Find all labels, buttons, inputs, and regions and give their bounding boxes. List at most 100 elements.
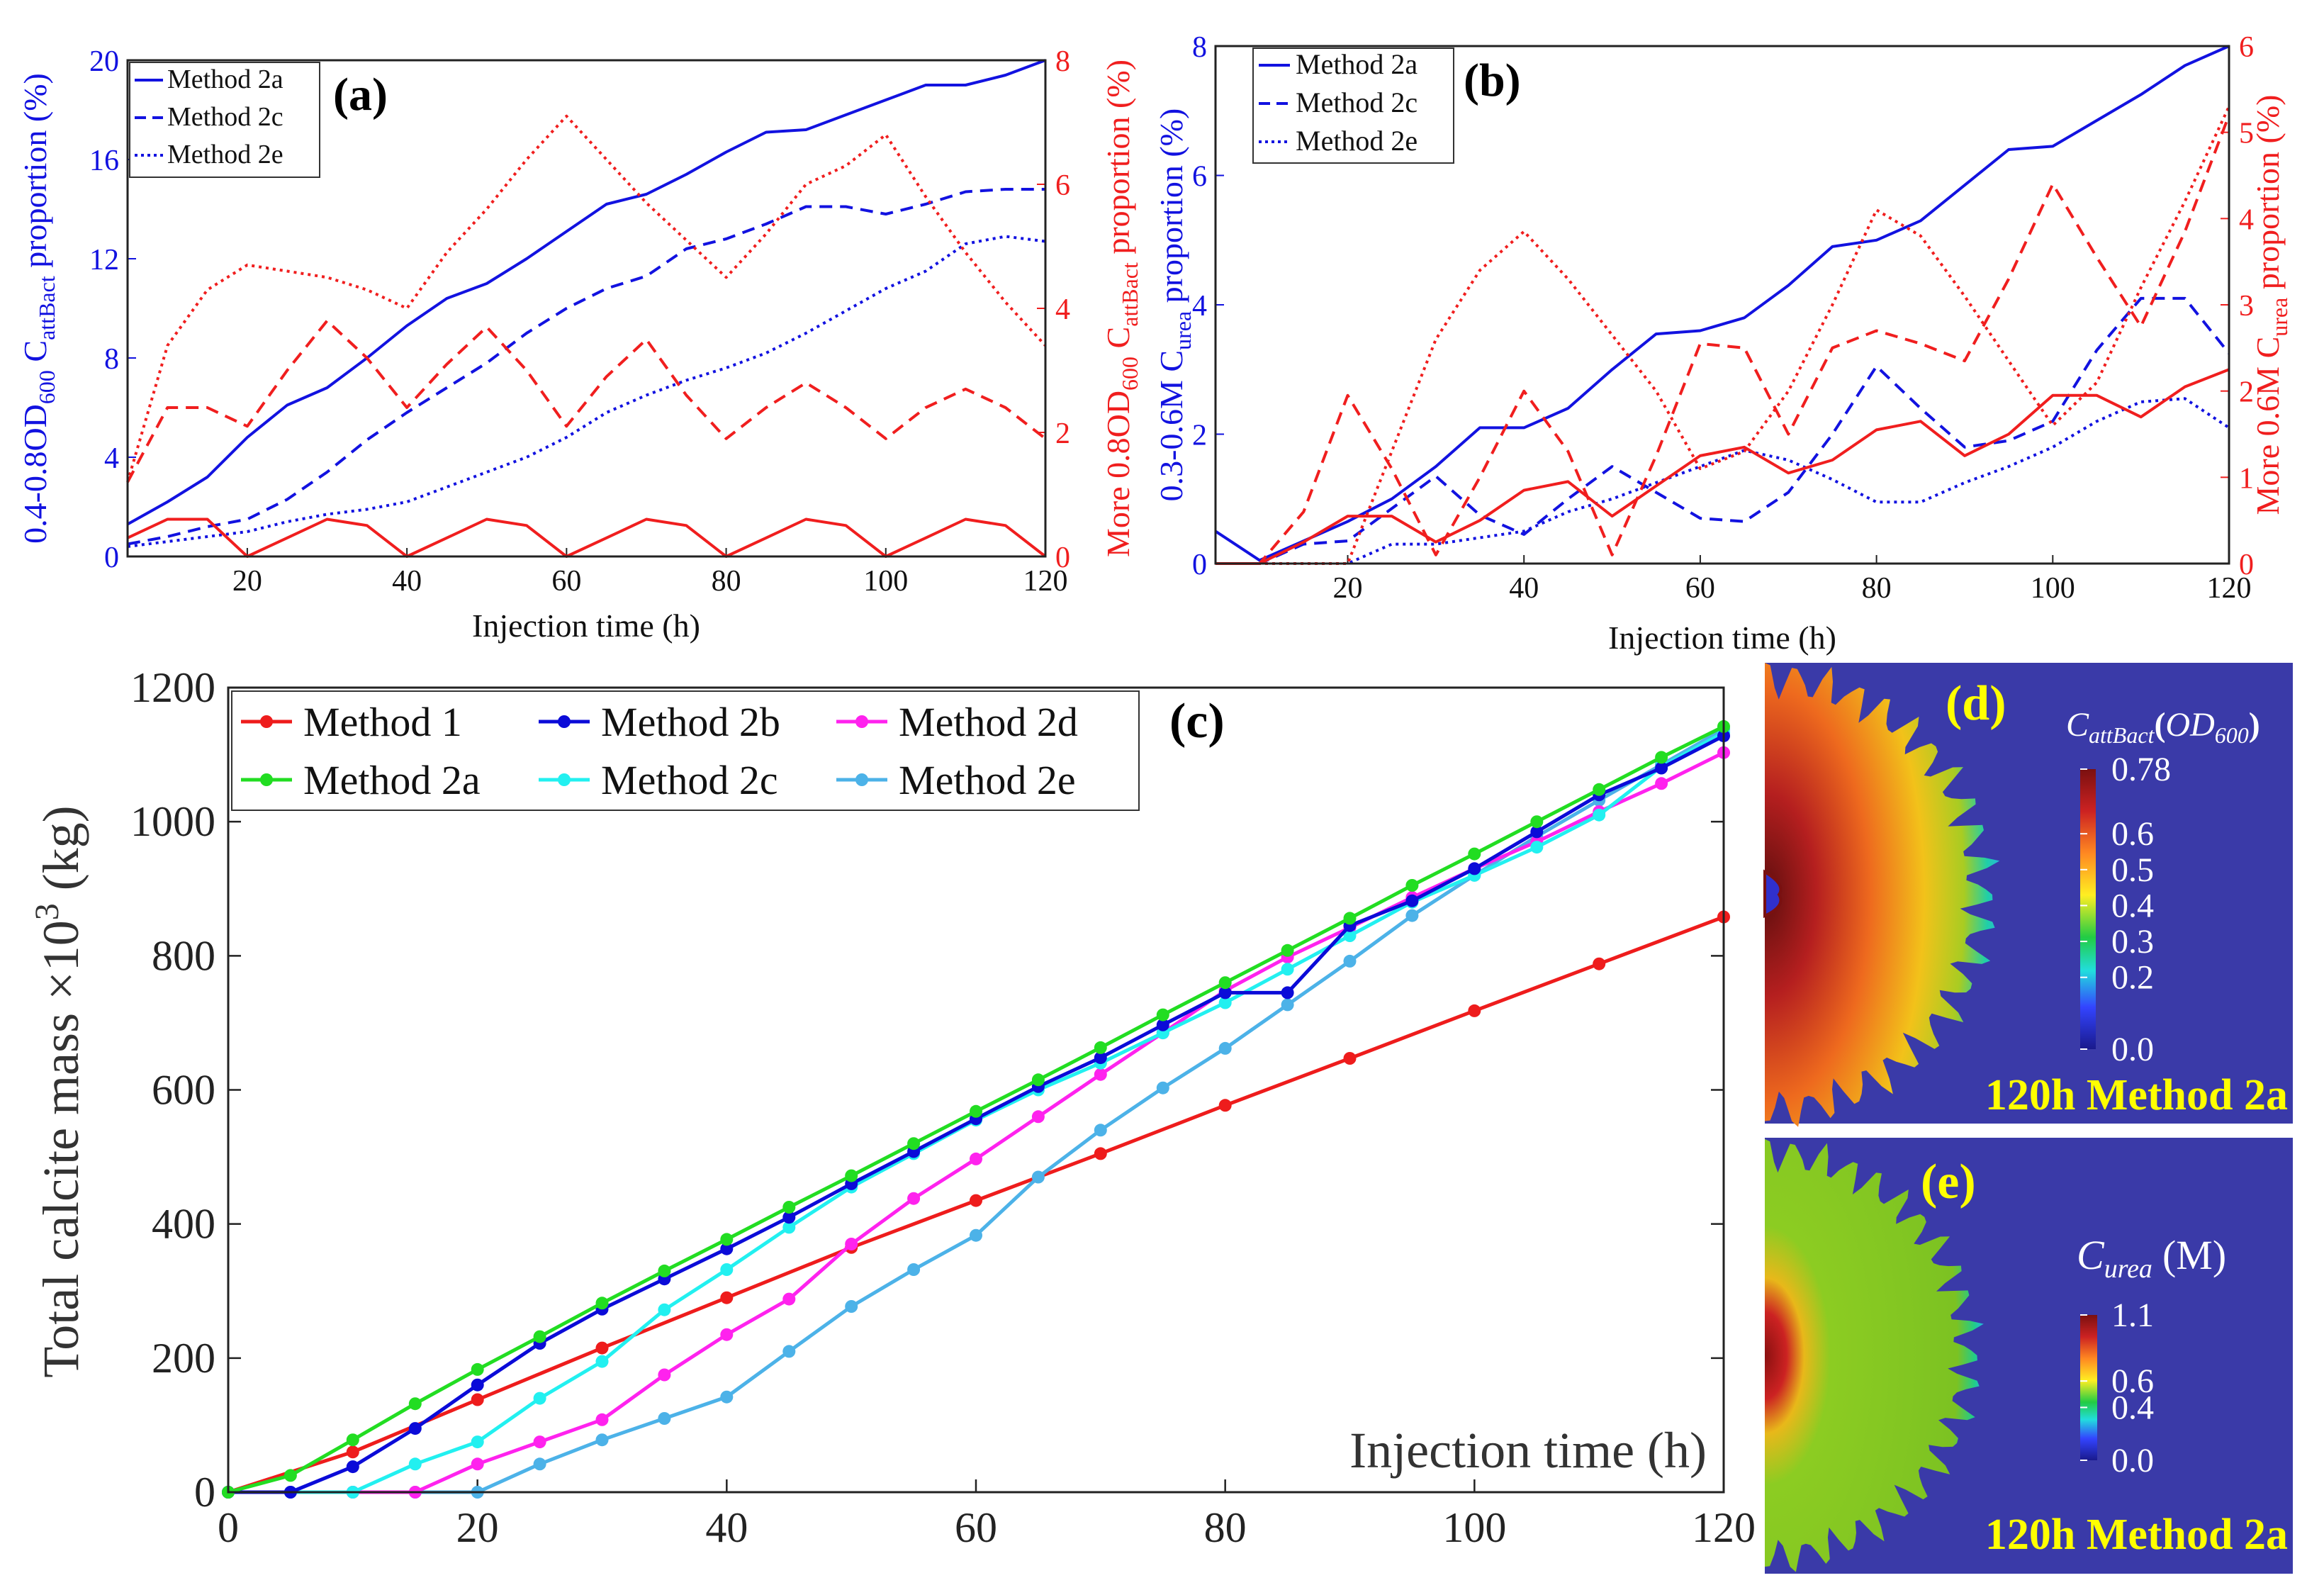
colorbar-tick-label: 0.2 bbox=[2111, 959, 2154, 997]
panel-b-x-axis-label: Injection time (h) bbox=[1608, 620, 1836, 656]
data-point bbox=[1094, 1041, 1107, 1054]
data-point bbox=[1281, 963, 1294, 976]
y-tick-label-left: 0 bbox=[104, 542, 119, 574]
data-point bbox=[1281, 944, 1294, 957]
data-point bbox=[595, 1413, 609, 1426]
panel-d-colorbar bbox=[2080, 769, 2096, 1049]
x-tick-label: 120 bbox=[1023, 565, 1068, 598]
data-point bbox=[1094, 1051, 1107, 1065]
data-point bbox=[533, 1392, 546, 1405]
x-tick-label: 20 bbox=[232, 565, 262, 598]
data-point bbox=[1593, 808, 1606, 822]
colorbar-tick-label: 1.1 bbox=[2111, 1297, 2154, 1334]
panel-e-caption: 120h Method 2a bbox=[1985, 1511, 2288, 1559]
data-point bbox=[595, 1341, 609, 1355]
data-point bbox=[907, 1192, 921, 1205]
panel-b-y-axis-label-left: 0.3-0.6M Curea proportion (%) bbox=[1153, 108, 1196, 502]
series-line bbox=[1214, 45, 2230, 562]
panel-d-spread-region bbox=[1765, 663, 2000, 1127]
colorbar-tick-label: 0.4 bbox=[2111, 887, 2154, 924]
legend-marker bbox=[855, 715, 868, 728]
y-tick-label: 1000 bbox=[130, 798, 215, 845]
x-tick-label: 100 bbox=[1442, 1504, 1506, 1551]
panel-a-y-axis-label-right: More 0.8OD600 CattBact proportion (%) bbox=[1100, 60, 1143, 557]
legend-label: Method 2d bbox=[899, 699, 1078, 745]
data-point bbox=[907, 1263, 921, 1276]
data-point bbox=[1343, 912, 1357, 925]
y-tick-label-left: 8 bbox=[1192, 31, 1207, 64]
data-point bbox=[1530, 815, 1544, 829]
x-tick-label: 100 bbox=[2031, 572, 2075, 605]
data-point bbox=[471, 1393, 484, 1406]
x-tick-label: 40 bbox=[705, 1504, 748, 1551]
colorbar-tick-label: 0.0 bbox=[2111, 1031, 2154, 1068]
x-tick-label: 120 bbox=[1692, 1504, 1756, 1551]
x-tick-label: 80 bbox=[712, 565, 741, 598]
data-point bbox=[1468, 1004, 1481, 1017]
panel-d-colorbar-ticks: 0.78 0.60.50.40.30.2 0.0 bbox=[2080, 751, 2171, 1068]
y-tick-label-left: 12 bbox=[89, 244, 119, 276]
panel-d-label: (d) bbox=[1946, 676, 2006, 731]
data-point bbox=[284, 1469, 297, 1482]
data-point bbox=[1031, 1073, 1045, 1087]
panel-a-x-axis-label: Injection time (h) bbox=[472, 608, 700, 644]
x-tick-label: 60 bbox=[551, 565, 581, 598]
panel-b-legend-2a: Method 2a bbox=[1296, 48, 1418, 80]
y-tick-label: 400 bbox=[152, 1201, 215, 1248]
data-point bbox=[408, 1457, 422, 1471]
data-point bbox=[408, 1422, 422, 1435]
legend-marker bbox=[260, 773, 273, 786]
y-tick-label-right: 6 bbox=[1055, 169, 1070, 202]
panel-d-injection-core bbox=[1763, 869, 1783, 919]
data-point bbox=[1218, 1099, 1232, 1112]
y-tick-label-left: 16 bbox=[89, 145, 119, 177]
series-line bbox=[126, 319, 1047, 483]
data-point bbox=[595, 1433, 609, 1447]
series-line bbox=[127, 235, 1046, 548]
data-point bbox=[533, 1457, 546, 1471]
data-point bbox=[471, 1378, 484, 1392]
legend-label: Method 1 bbox=[303, 699, 462, 745]
series-line bbox=[127, 59, 1046, 526]
x-tick-label: 60 bbox=[1685, 572, 1715, 605]
y-tick-label: 800 bbox=[152, 932, 215, 979]
panel-e-colorbar-title: Curea (M) bbox=[2077, 1232, 2226, 1284]
y-tick-label: 0 bbox=[194, 1469, 215, 1516]
data-point bbox=[1530, 825, 1544, 839]
data-point bbox=[1405, 879, 1419, 892]
panel-e-colorbar-ticks: 1.1 0.60.4 0.0 bbox=[2080, 1297, 2154, 1479]
y-tick-label-left: 8 bbox=[104, 343, 119, 376]
data-point bbox=[658, 1368, 671, 1382]
x-tick-label: 60 bbox=[955, 1504, 997, 1551]
data-point bbox=[720, 1233, 734, 1246]
data-point bbox=[1405, 909, 1419, 922]
legend-label: Method 2a bbox=[303, 757, 481, 803]
data-point bbox=[595, 1355, 609, 1368]
data-point bbox=[907, 1137, 921, 1150]
y-tick-label-left: 2 bbox=[1192, 420, 1207, 452]
data-point bbox=[970, 1194, 982, 1207]
data-point bbox=[1343, 954, 1357, 968]
data-point bbox=[845, 1169, 858, 1182]
data-point bbox=[346, 1445, 359, 1459]
panel-e-label: (e) bbox=[1921, 1155, 1976, 1209]
data-point bbox=[533, 1435, 546, 1449]
y-tick-label: 600 bbox=[152, 1067, 215, 1114]
y-tick-label-left: 4 bbox=[104, 442, 119, 475]
data-point bbox=[845, 1300, 858, 1313]
x-tick-label: 20 bbox=[1333, 572, 1363, 605]
data-point bbox=[1593, 957, 1606, 970]
legend-label: Method 2e bbox=[899, 757, 1076, 803]
panel-a-label: (a) bbox=[333, 69, 388, 121]
y-tick-label-right: 8 bbox=[1055, 45, 1070, 78]
data-point bbox=[1218, 976, 1232, 990]
panel-c-label: (c) bbox=[1169, 694, 1225, 749]
legend-marker bbox=[558, 773, 571, 786]
x-tick-label: 20 bbox=[456, 1504, 499, 1551]
y-tick-label-right: 6 bbox=[2239, 31, 2254, 64]
data-point bbox=[471, 1362, 484, 1376]
data-point bbox=[970, 1104, 982, 1118]
panel-b-legend-2c: Method 2c bbox=[1296, 86, 1418, 118]
